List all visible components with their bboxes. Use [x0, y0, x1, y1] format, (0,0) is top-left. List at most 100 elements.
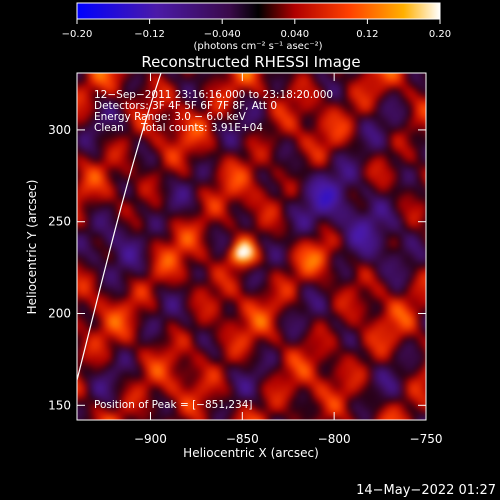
heatmap-cell	[262, 128, 268, 134]
heatmap-cell	[112, 78, 118, 84]
heatmap-cell	[207, 98, 213, 104]
heatmap-cell	[252, 163, 258, 169]
heatmap-cell	[277, 178, 283, 184]
heatmap-cell	[402, 193, 408, 199]
heatmap-cell	[282, 83, 288, 89]
heatmap-cell	[392, 278, 398, 284]
heatmap-cell	[87, 293, 93, 299]
heatmap-cell	[372, 313, 378, 319]
heatmap-cell	[257, 178, 263, 184]
heatmap-cell	[87, 133, 93, 139]
heatmap-cell	[267, 168, 273, 174]
heatmap-cell	[102, 233, 108, 239]
heatmap-cell	[157, 113, 163, 119]
heatmap-cell	[377, 228, 383, 234]
heatmap-cell	[422, 158, 426, 164]
heatmap-cell	[382, 388, 388, 394]
heatmap-cell	[287, 103, 293, 109]
heatmap-cell	[317, 183, 323, 189]
heatmap-cell	[132, 288, 138, 294]
heatmap-cell	[92, 373, 98, 379]
heatmap-cell	[397, 188, 403, 194]
heatmap-cell	[422, 113, 426, 119]
heatmap-cell	[317, 293, 323, 299]
heatmap-cell	[372, 258, 378, 264]
heatmap-cell	[197, 203, 203, 209]
heatmap-cell	[202, 303, 208, 309]
heatmap-cell	[267, 213, 273, 219]
heatmap-cell	[332, 258, 338, 264]
heatmap-cell	[267, 148, 273, 154]
heatmap-cell	[282, 323, 288, 329]
heatmap-cell	[387, 258, 393, 264]
heatmap-cell	[307, 408, 313, 414]
heatmap-cell	[397, 178, 403, 184]
heatmap-cell	[352, 318, 358, 324]
heatmap-cell	[92, 378, 98, 384]
heatmap-cell	[287, 373, 293, 379]
heatmap-cell	[202, 198, 208, 204]
heatmap-cell	[237, 383, 243, 389]
heatmap-cell	[142, 158, 148, 164]
heatmap-cell	[182, 368, 188, 374]
heatmap-cell	[142, 328, 148, 334]
heatmap-cell	[82, 158, 88, 164]
heatmap-cell	[332, 148, 338, 154]
heatmap-cell	[237, 238, 243, 244]
heatmap-cell	[97, 278, 103, 284]
heatmap-cell	[207, 318, 213, 324]
heatmap-cell	[422, 143, 426, 149]
heatmap-cell	[327, 353, 333, 359]
heatmap-cell	[252, 223, 258, 229]
heatmap-cell	[252, 248, 258, 254]
heatmap-cell	[217, 338, 223, 344]
heatmap-cell	[202, 143, 208, 149]
heatmap-cell	[417, 193, 423, 199]
heatmap-cell	[267, 233, 273, 239]
heatmap-cell	[102, 228, 108, 234]
heatmap-cell	[92, 203, 98, 209]
heatmap-cell	[107, 323, 113, 329]
heatmap-cell	[82, 343, 88, 349]
heatmap-cell	[422, 88, 426, 94]
heatmap-cell	[342, 153, 348, 159]
heatmap-cell	[322, 223, 328, 229]
heatmap-cell	[317, 88, 323, 94]
heatmap-cell	[347, 73, 353, 79]
heatmap-cell	[402, 278, 408, 284]
heatmap-cell	[147, 358, 153, 364]
heatmap-cell	[122, 288, 128, 294]
heatmap-cell	[332, 78, 338, 84]
heatmap-cell	[167, 248, 173, 254]
heatmap-cell	[282, 128, 288, 134]
heatmap-cell	[97, 243, 103, 249]
heatmap-cell	[307, 113, 313, 119]
heatmap-cell	[292, 163, 298, 169]
heatmap-cell	[87, 73, 93, 79]
heatmap-cell	[247, 113, 253, 119]
heatmap-cell	[162, 368, 168, 374]
heatmap-cell	[292, 113, 298, 119]
heatmap-cell	[307, 168, 313, 174]
heatmap-cell	[82, 338, 88, 344]
heatmap-cell	[382, 348, 388, 354]
heatmap-cell	[177, 358, 183, 364]
heatmap-cell	[397, 153, 403, 159]
heatmap-cell	[267, 258, 273, 264]
heatmap-cell	[187, 163, 193, 169]
heatmap-cell	[362, 178, 368, 184]
heatmap-cell	[177, 223, 183, 229]
heatmap-cell	[352, 353, 358, 359]
heatmap-cell	[342, 93, 348, 99]
heatmap-cell	[387, 208, 393, 214]
heatmap-cell	[152, 338, 158, 344]
heatmap-cell	[322, 178, 328, 184]
heatmap-cell	[92, 263, 98, 269]
heatmap-cell	[262, 378, 268, 384]
heatmap-cell	[307, 198, 313, 204]
heatmap-cell	[197, 308, 203, 314]
heatmap-cell	[112, 233, 118, 239]
heatmap-cell	[177, 193, 183, 199]
heatmap-cell	[177, 108, 183, 114]
heatmap-cell	[122, 138, 128, 144]
